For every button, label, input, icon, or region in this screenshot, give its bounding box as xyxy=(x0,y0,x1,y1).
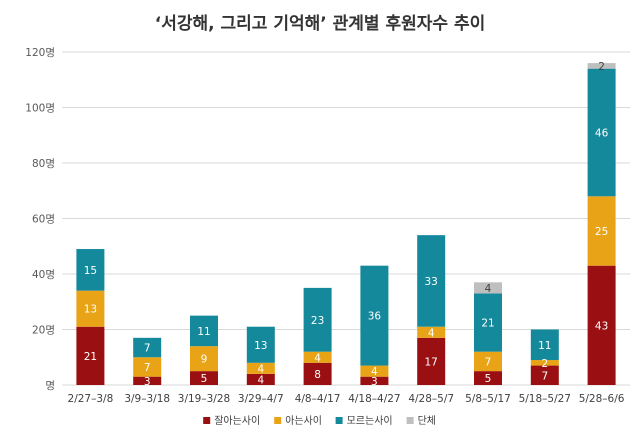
gridlines xyxy=(62,51,630,386)
data-label: 4 xyxy=(485,283,492,295)
data-label: 5 xyxy=(485,373,492,385)
y-tick-label: 60명 xyxy=(32,214,55,226)
bar-segment xyxy=(530,360,559,366)
bar-segment xyxy=(246,373,275,385)
data-label: 4 xyxy=(314,352,321,364)
y-axis-ticks: 명 20명 40명 60명 80명 100명 120명 xyxy=(25,47,55,392)
bar-segment xyxy=(133,376,162,385)
data-labels: 2113153775911441384233436174335721472114… xyxy=(84,61,609,388)
data-label: 21 xyxy=(481,318,494,330)
bar-segment xyxy=(474,282,502,294)
data-label: 13 xyxy=(254,340,267,352)
bar-segment xyxy=(417,326,446,338)
bar-segment xyxy=(76,290,105,327)
bar-segment xyxy=(530,329,559,361)
bar-segment xyxy=(474,371,502,385)
legend: 잘아는사이 아는사이 모르는사이 단체 xyxy=(203,415,436,427)
data-label: 5 xyxy=(201,373,208,385)
bar-segment xyxy=(303,362,332,385)
data-label: 11 xyxy=(197,326,210,338)
x-category-label: 5/28–6/6 xyxy=(579,393,625,405)
legend-label: 단체 xyxy=(418,415,436,427)
bar-segment xyxy=(360,265,389,366)
y-tick-label: 명 xyxy=(45,380,55,392)
bar-segment xyxy=(474,293,502,352)
x-category-label: 4/28–5/7 xyxy=(408,393,454,405)
data-label: 2 xyxy=(541,358,548,370)
x-category-label: 3/19–3/28 xyxy=(178,393,230,405)
bar-segment xyxy=(587,68,616,197)
data-label: 25 xyxy=(595,226,608,238)
y-tick-label: 120명 xyxy=(25,47,55,59)
data-label: 3 xyxy=(371,376,378,388)
data-label: 7 xyxy=(144,362,151,374)
x-category-label: 3/9–3/18 xyxy=(124,393,170,405)
y-tick-label: 100명 xyxy=(25,103,55,115)
legend-swatch xyxy=(274,417,282,424)
bar-segment xyxy=(190,315,218,347)
bar-segment xyxy=(360,365,389,377)
data-label: 46 xyxy=(595,127,609,139)
data-label: 43 xyxy=(595,320,608,332)
x-category-label: 5/18–5/27 xyxy=(519,393,571,405)
data-label: 4 xyxy=(428,327,435,339)
bar-segment xyxy=(587,196,616,266)
bar-segment xyxy=(190,371,218,385)
bar-segment xyxy=(303,351,332,363)
legend-label: 잘아는사이 xyxy=(214,415,260,427)
data-label: 4 xyxy=(257,374,264,386)
data-label: 17 xyxy=(425,356,438,368)
bar-segment xyxy=(133,337,162,358)
y-tick-label: 20명 xyxy=(32,325,55,337)
data-label: 11 xyxy=(538,340,551,352)
legend-swatch xyxy=(335,417,343,424)
data-label: 7 xyxy=(541,370,548,382)
chart-title: ‘서강해, 그리고 기억해’ 관계별 후원자수 추이 xyxy=(155,13,486,34)
bar-segment xyxy=(246,326,275,363)
bar-segment xyxy=(587,63,616,69)
bar-segment xyxy=(587,265,616,385)
data-label: 7 xyxy=(485,356,492,368)
bar-segment xyxy=(417,235,446,327)
data-label: 8 xyxy=(314,369,321,381)
data-label: 36 xyxy=(368,311,382,323)
legend-label: 모르는사이 xyxy=(347,415,393,427)
data-label: 21 xyxy=(84,351,97,363)
bar-segment xyxy=(76,326,105,385)
bar-segment xyxy=(530,365,559,385)
data-label: 4 xyxy=(257,363,264,375)
bar-segment xyxy=(133,357,162,377)
x-category-label: 2/27–3/8 xyxy=(68,393,114,405)
bar-segment xyxy=(360,376,389,385)
legend-label: 아는사이 xyxy=(285,415,322,427)
legend-swatch xyxy=(406,417,414,424)
bar-segment xyxy=(190,346,218,372)
x-category-label: 3/29–4/7 xyxy=(238,393,284,405)
data-label: 4 xyxy=(371,366,378,378)
data-label: 23 xyxy=(311,315,324,327)
bar-segment xyxy=(417,337,446,385)
x-axis-categories: 2/27–3/8 3/9–3/18 3/19–3/28 3/29–4/7 4/8–4/1… xyxy=(68,393,625,405)
bar-segment xyxy=(246,362,275,374)
bars xyxy=(76,63,616,385)
x-category-label: 5/8–5/17 xyxy=(465,393,511,405)
bar-segment xyxy=(474,351,502,372)
x-category-label: 4/18–4/27 xyxy=(348,393,400,405)
bar-segment xyxy=(76,249,105,291)
data-label: 13 xyxy=(84,304,97,316)
x-category-label: 4/8–4/17 xyxy=(295,393,341,405)
data-label: 15 xyxy=(84,265,97,277)
data-label: 9 xyxy=(201,354,208,366)
data-label: 3 xyxy=(144,376,151,388)
y-tick-label: 80명 xyxy=(32,158,55,170)
y-tick-label: 40명 xyxy=(32,269,55,281)
data-label: 33 xyxy=(425,276,438,288)
data-label: 2 xyxy=(598,61,605,73)
data-label: 7 xyxy=(144,343,151,355)
legend-swatch xyxy=(203,417,211,424)
bar-segment xyxy=(303,287,332,352)
